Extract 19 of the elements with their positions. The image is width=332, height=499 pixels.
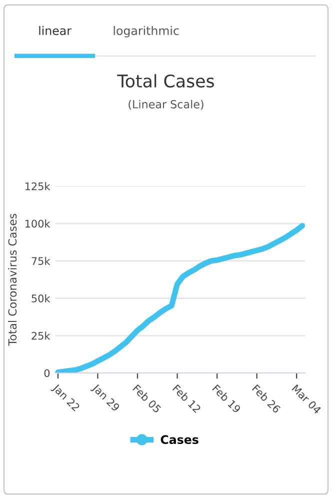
y-axis-title: Total Coronavirus Cases bbox=[8, 214, 17, 346]
y-tick-label: 100k bbox=[25, 220, 50, 228]
y-tick-label: 0 bbox=[44, 369, 50, 378]
x-tick-label: Jan 29 bbox=[90, 383, 120, 414]
text: linear bbox=[39, 26, 72, 36]
x-tick-label: Feb 05 bbox=[132, 384, 162, 414]
y-tick-label: 25k bbox=[32, 332, 50, 340]
legend-label: Cases bbox=[160, 435, 198, 444]
y-tick-label: 125k bbox=[25, 182, 50, 190]
text: logarithmic bbox=[114, 26, 179, 38]
x-tick-label: Feb 26 bbox=[252, 384, 282, 414]
x-tick-label: Feb 19 bbox=[212, 384, 242, 414]
chart-subtitle: (Linear Scale) bbox=[128, 100, 204, 110]
x-tick-label: Feb 12 bbox=[172, 384, 202, 414]
x-tick-label: Jan 22 bbox=[50, 383, 80, 413]
y-tick-label: 50k bbox=[32, 294, 50, 302]
chart-title: Total Cases bbox=[117, 74, 214, 88]
y-tick-label: 75k bbox=[32, 256, 50, 265]
x-tick-label: Mar 04 bbox=[292, 384, 322, 414]
